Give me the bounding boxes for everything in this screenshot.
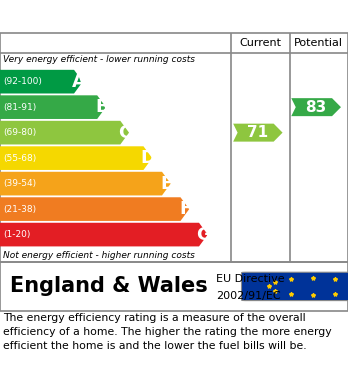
Text: Energy Efficiency Rating: Energy Efficiency Rating [10,7,258,26]
Polygon shape [0,223,208,246]
FancyBboxPatch shape [242,272,348,301]
Text: (92-100): (92-100) [3,77,42,86]
Text: C: C [118,124,132,142]
Text: England & Wales: England & Wales [10,276,208,296]
Text: (1-20): (1-20) [3,230,31,239]
Polygon shape [291,98,341,116]
Text: (55-68): (55-68) [3,154,37,163]
Polygon shape [0,172,171,196]
Text: 2002/91/EC: 2002/91/EC [216,291,280,301]
Text: 83: 83 [306,100,327,115]
Text: E: E [160,175,173,193]
Text: Current: Current [239,38,282,48]
Text: (69-80): (69-80) [3,128,37,137]
Text: D: D [141,149,156,167]
Polygon shape [0,95,106,119]
Text: Potential: Potential [294,38,343,48]
Polygon shape [0,197,189,221]
Text: (39-54): (39-54) [3,179,37,188]
Text: F: F [179,200,191,218]
Text: G: G [196,226,211,244]
Text: The energy efficiency rating is a measure of the overall efficiency of a home. T: The energy efficiency rating is a measur… [3,313,332,351]
Text: A: A [72,73,86,91]
Text: Very energy efficient - lower running costs: Very energy efficient - lower running co… [3,55,196,64]
Text: 71: 71 [247,125,268,140]
Polygon shape [0,70,83,93]
Text: EU Directive: EU Directive [216,274,284,284]
Polygon shape [233,124,283,142]
Polygon shape [0,121,129,144]
Text: Not energy efficient - higher running costs: Not energy efficient - higher running co… [3,251,195,260]
Text: (81-91): (81-91) [3,103,37,112]
Polygon shape [0,146,152,170]
Text: B: B [95,98,109,116]
Text: (21-38): (21-38) [3,204,37,213]
